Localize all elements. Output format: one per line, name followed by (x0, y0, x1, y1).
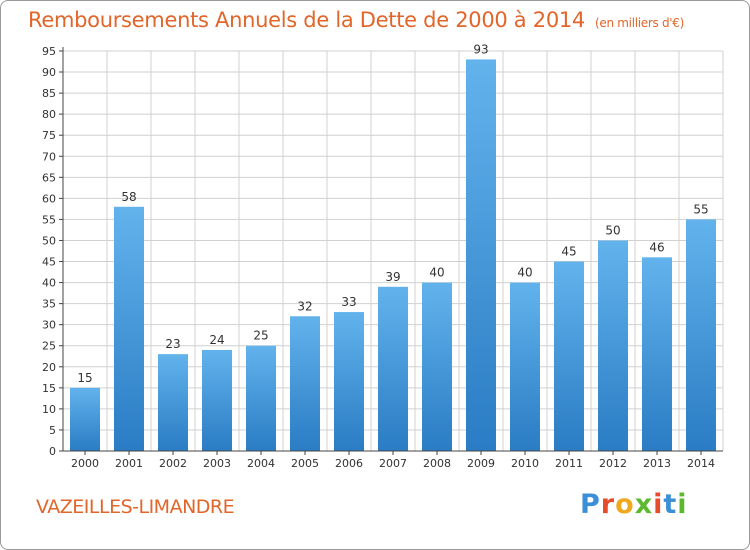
y-tick-label: 35 (42, 298, 56, 311)
x-tick-label-2010: 2010 (511, 457, 539, 470)
value-label-2002: 23 (165, 337, 180, 351)
y-tick-label: 20 (42, 361, 56, 374)
chart-title: Remboursements Annuels de la Dette de 20… (28, 8, 684, 32)
logo-letter: x (634, 489, 654, 520)
value-label-2000: 15 (77, 371, 92, 385)
value-label-2012: 50 (605, 223, 620, 237)
value-label-2003: 24 (209, 333, 224, 347)
value-label-2004: 25 (253, 329, 268, 343)
x-tick-label-2013: 2013 (643, 457, 671, 470)
y-tick-label: 60 (42, 192, 56, 205)
bar-2003 (202, 349, 232, 451)
value-label-2010: 40 (517, 266, 532, 280)
y-tick-label: 50 (42, 234, 56, 247)
y-tick-label: 85 (42, 87, 56, 100)
axes (59, 47, 723, 455)
x-tick-label-2007: 2007 (379, 457, 407, 470)
bar-2006 (334, 312, 364, 451)
value-label-2009: 93 (473, 42, 488, 56)
x-tick-label-2009: 2009 (467, 457, 495, 470)
x-tick-label-2008: 2008 (423, 457, 451, 470)
y-tick-label: 10 (42, 403, 56, 416)
bar-2002 (158, 354, 188, 451)
logo-letter: t (663, 489, 678, 520)
y-tick-label: 5 (49, 424, 56, 437)
chart-subtitle: (en milliers d'€) (595, 16, 685, 30)
x-tick-label-2003: 2003 (203, 457, 231, 470)
value-label-2008: 40 (429, 266, 444, 280)
y-tick-label: 25 (42, 340, 56, 353)
proxiti-logo: Proxiti (580, 489, 688, 520)
value-label-2006: 33 (341, 295, 356, 309)
y-tick-label: 30 (42, 319, 56, 332)
value-label-2011: 45 (561, 245, 576, 259)
x-tick-label-2014: 2014 (687, 457, 715, 470)
y-tick-label: 80 (42, 108, 56, 121)
bar-2010 (510, 282, 540, 451)
chart-title-text: Remboursements Annuels de la Dette de 20… (28, 8, 585, 32)
labels: 0 5 10 15 20 25 30 35 40 45 50 55 60 65 70 75 80 85 90 95 15… (42, 42, 715, 470)
bars (70, 59, 716, 451)
x-tick-label-2002: 2002 (159, 457, 187, 470)
bar-2012 (598, 240, 628, 451)
value-label-2007: 39 (385, 270, 400, 284)
logo-letter: i (677, 489, 688, 520)
y-tick-label: 0 (49, 445, 56, 458)
logo-letter: o (615, 489, 635, 520)
value-label-2013: 46 (649, 240, 664, 254)
bar-2001 (114, 206, 144, 451)
logo-letter: P (580, 489, 601, 520)
y-tick-label: 95 (42, 45, 56, 58)
bar-2008 (422, 282, 452, 451)
logo-letter: r (600, 489, 616, 520)
value-label-2001: 58 (121, 190, 136, 204)
x-tick-label-2001: 2001 (115, 457, 143, 470)
bar-2000 (70, 387, 100, 451)
bar-2009 (466, 59, 496, 451)
x-tick-label-2000: 2000 (71, 457, 99, 470)
bar-2011 (554, 261, 584, 451)
value-label-2005: 32 (297, 299, 312, 313)
x-tick-label-2006: 2006 (335, 457, 363, 470)
x-tick-label-2011: 2011 (555, 457, 583, 470)
bar-2007 (378, 286, 408, 451)
x-tick-label-2005: 2005 (291, 457, 319, 470)
x-tick-label-2012: 2012 (599, 457, 627, 470)
bar-2005 (290, 316, 320, 451)
y-tick-label: 40 (42, 277, 56, 290)
y-tick-label: 65 (42, 171, 56, 184)
logo-letter: i (653, 489, 664, 520)
y-tick-label: 55 (42, 213, 56, 226)
y-tick-label: 45 (42, 256, 56, 269)
y-tick-label: 75 (42, 129, 56, 142)
y-tick-label: 70 (42, 150, 56, 163)
bar-2014 (686, 219, 716, 451)
y-tick-label: 15 (42, 382, 56, 395)
value-label-2014: 55 (693, 202, 708, 216)
town-name: VAZEILLES-LIMANDRE (36, 496, 235, 518)
bar-2004 (246, 345, 276, 451)
x-tick-label-2004: 2004 (247, 457, 275, 470)
y-tick-label: 90 (42, 66, 56, 79)
bar-2013 (642, 257, 672, 451)
